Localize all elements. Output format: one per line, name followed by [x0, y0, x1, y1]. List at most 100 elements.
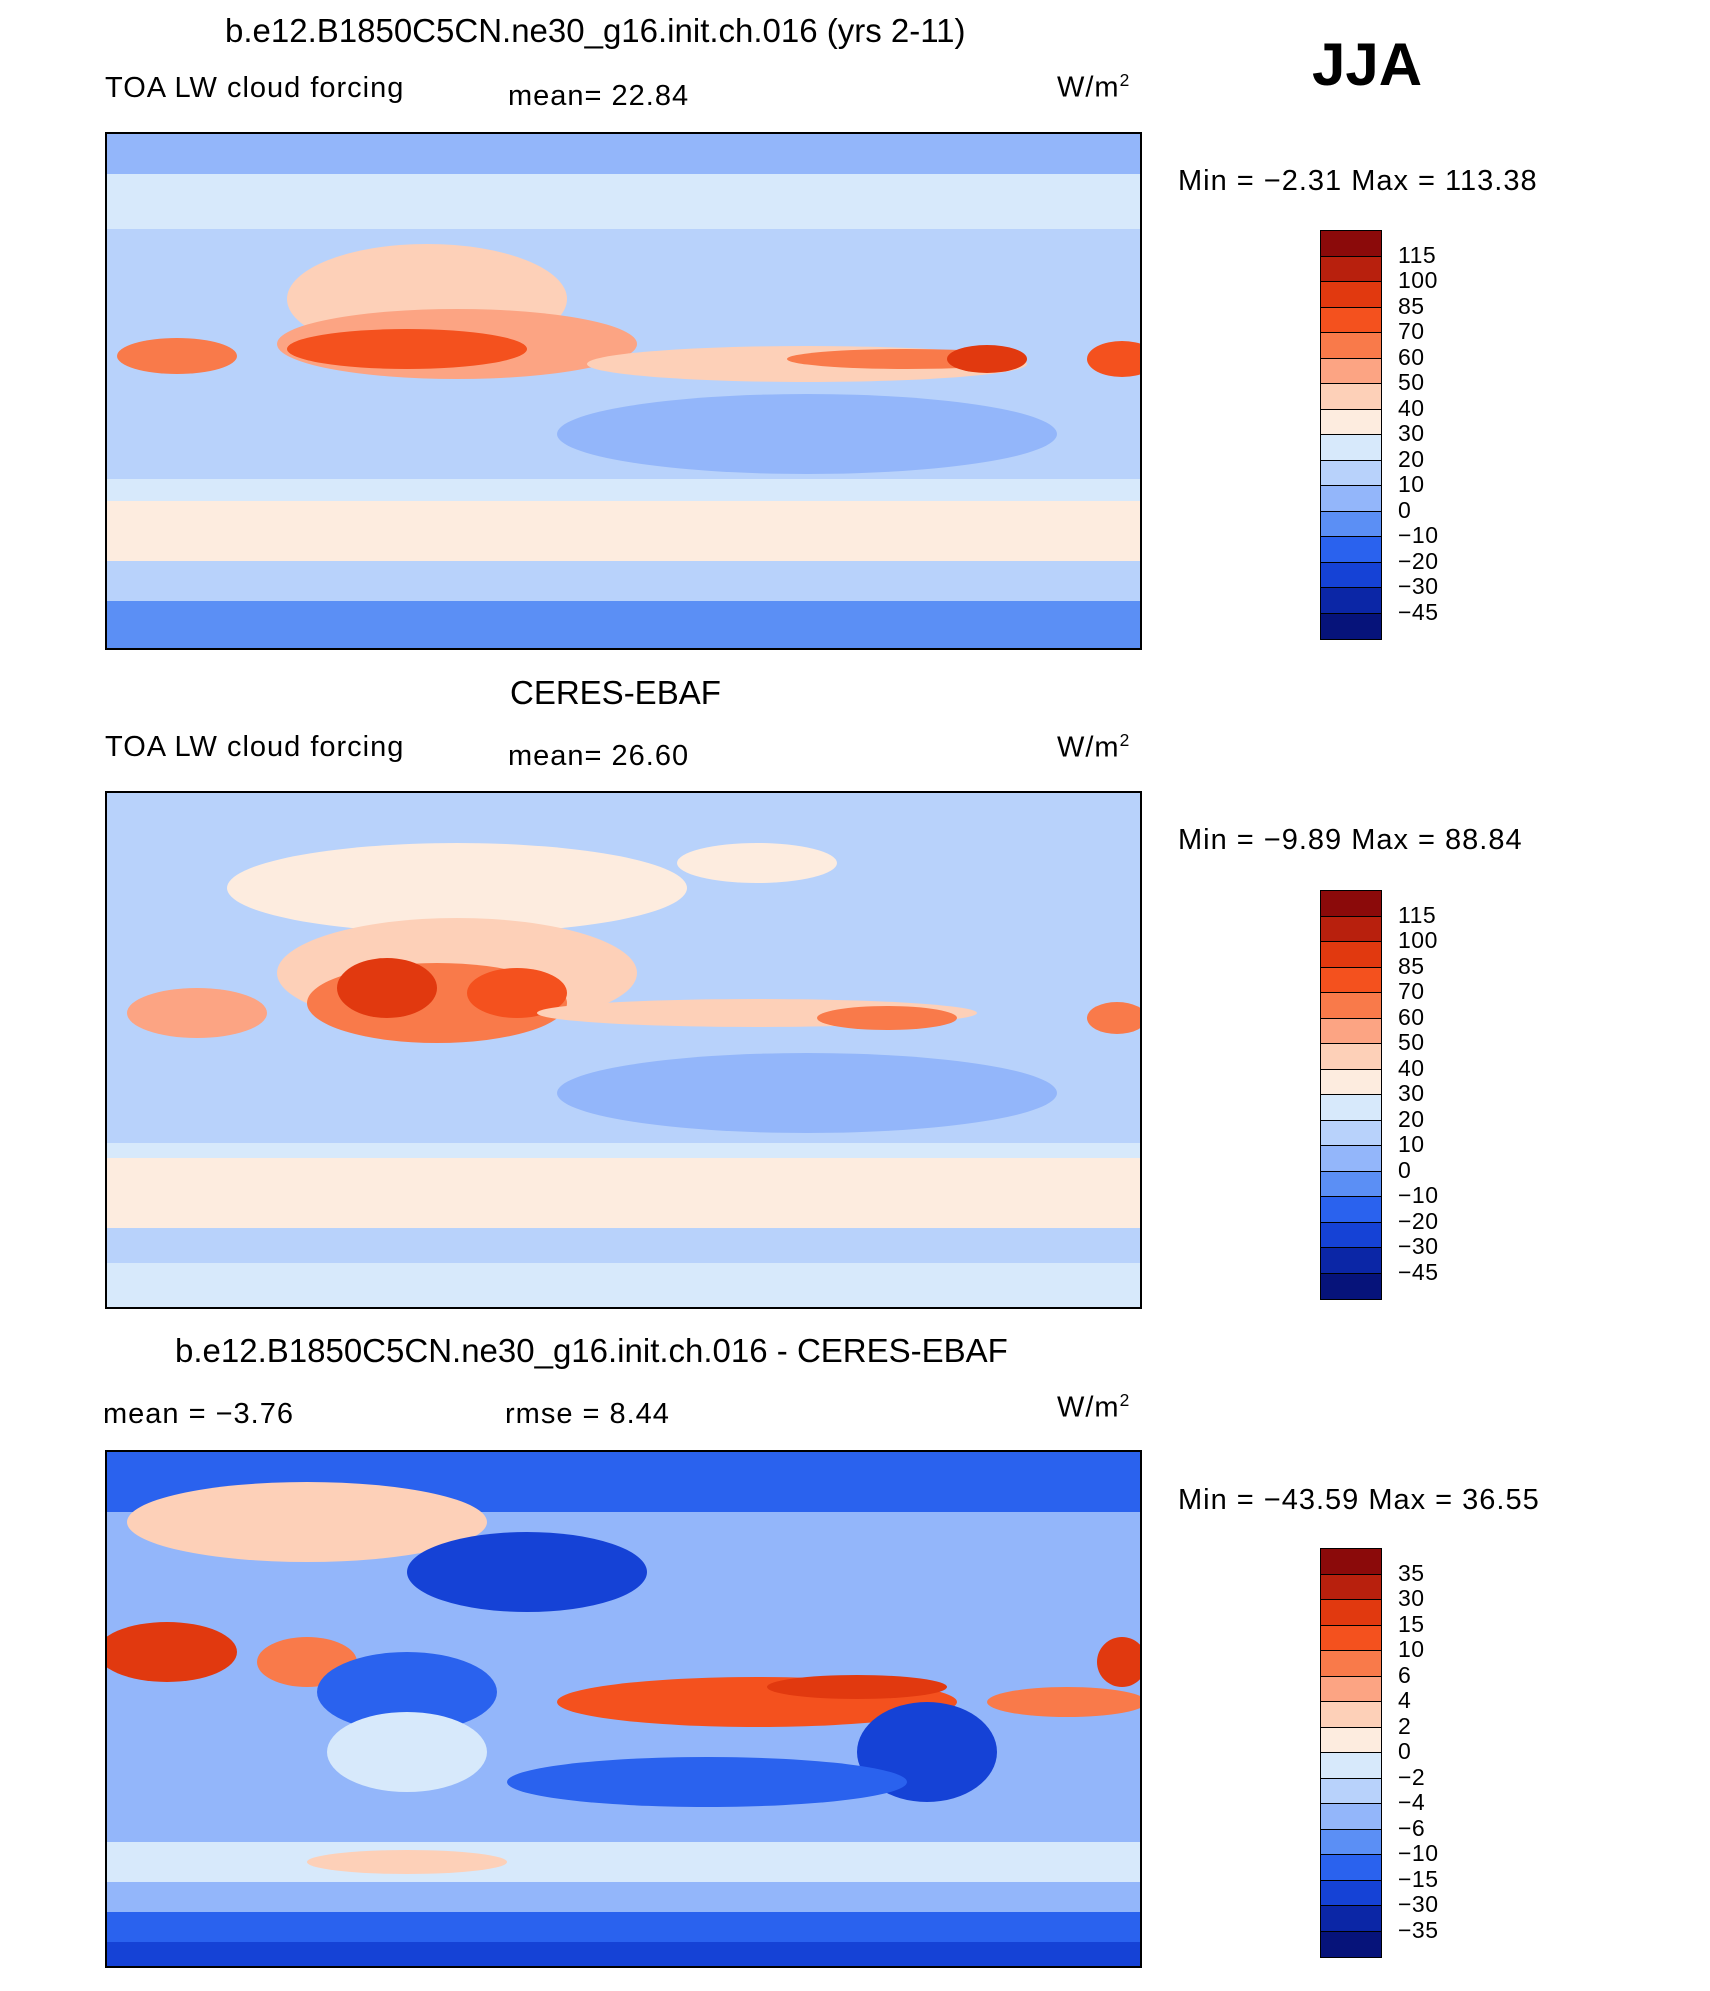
colorbar-tick-label: 15 [1398, 1610, 1425, 1637]
colorbar-bin [1321, 435, 1381, 461]
colorbar-bin [1321, 1146, 1381, 1172]
colorbar-tick-label: 0 [1398, 496, 1412, 523]
colorbar-bin [1321, 1574, 1381, 1600]
colorbar-tick-label: 115 [1398, 901, 1437, 928]
colorbar-bin [1321, 1625, 1381, 1651]
colorbar-bin [1321, 1880, 1381, 1906]
colorbar-tick-label: 0 [1398, 1738, 1412, 1764]
colorbar-tick-label: 85 [1398, 952, 1425, 979]
colorbar-bin [1321, 1702, 1381, 1728]
colorbar-tick-label: −10 [1398, 1840, 1439, 1866]
colorbar-tick-label: −20 [1398, 1207, 1439, 1234]
colorbar-tick-label: 10 [1398, 1636, 1425, 1662]
mean-label: mean= 22.84 [508, 80, 690, 112]
colorbar-bin [1321, 1600, 1381, 1626]
colorbar-tick-label: −30 [1398, 1891, 1439, 1917]
colorbar-tick-label: −45 [1398, 598, 1439, 625]
colorbar-bin [1321, 460, 1381, 486]
colorbar-bin [1321, 1676, 1381, 1702]
colorbar-bin [1321, 537, 1381, 563]
colorbar-bin [1321, 1069, 1381, 1095]
colorbar-tick-label: 60 [1398, 1003, 1425, 1030]
colorbar-tick-label: 70 [1398, 318, 1425, 344]
colorbar-tick-label: −30 [1398, 1233, 1439, 1259]
field-label: TOA LW cloud forcing [105, 731, 405, 763]
colorbar-tick-label: 30 [1398, 420, 1425, 446]
colorbar-bin [1321, 1727, 1381, 1753]
colorbar-bin [1321, 1095, 1381, 1121]
colorbar-tick-label: 30 [1398, 1585, 1425, 1611]
colorbar-bin [1321, 562, 1381, 588]
colorbar-bin [1321, 916, 1381, 942]
colorbar-tick-label: −6 [1398, 1814, 1426, 1841]
colorbar-tick-label: 50 [1398, 1029, 1425, 1055]
season-label: JJA [1312, 31, 1423, 98]
minmax-label: Min = −9.89 Max = 88.84 [1178, 824, 1523, 856]
colorbar-tick-label: 115 [1398, 241, 1437, 268]
colorbar-bin [1321, 967, 1381, 993]
colorbar-tick-label: 2 [1398, 1712, 1412, 1739]
rmse-label: rmse = 8.44 [505, 1398, 670, 1430]
colorbar-tick-label: 60 [1398, 343, 1425, 370]
colorbar-tick-label: −20 [1398, 547, 1439, 574]
colorbar-tick-label: 40 [1398, 394, 1425, 421]
colorbar-bin [1321, 1778, 1381, 1804]
panel-title: CERES-EBAF [510, 674, 721, 711]
colorbar-bin [1321, 1855, 1381, 1881]
colorbar-tick-label: 30 [1398, 1080, 1425, 1106]
colorbar-tick-label: 100 [1398, 267, 1438, 293]
colorbar-tick-label: −10 [1398, 1182, 1439, 1208]
colorbar-tick-label: −30 [1398, 573, 1439, 599]
colorbar [1320, 230, 1382, 640]
colorbar-bin [1321, 1197, 1381, 1223]
colorbar-bin [1321, 1248, 1381, 1274]
colorbar-tick-label: 20 [1398, 1105, 1425, 1132]
colorbar-bin [1321, 588, 1381, 614]
colorbar-tick-label: −10 [1398, 522, 1439, 548]
colorbar-tick-label: −4 [1398, 1789, 1426, 1815]
colorbar-bin [1321, 307, 1381, 333]
map-obs [105, 791, 1142, 1309]
mean-label: mean= 26.60 [508, 740, 690, 772]
colorbar-bin [1321, 333, 1381, 359]
colorbar-bin [1321, 993, 1381, 1019]
colorbar-tick-label: 35 [1398, 1559, 1425, 1586]
colorbar-bin [1321, 231, 1381, 257]
colorbar-tick-label: 40 [1398, 1054, 1425, 1081]
colorbar-bin [1321, 486, 1381, 512]
colorbar-bin [1321, 1120, 1381, 1146]
colorbar-tick-label: 4 [1398, 1687, 1412, 1713]
colorbar-tick-label: 6 [1398, 1661, 1412, 1688]
colorbar-bin [1321, 613, 1381, 639]
colorbar-bin [1321, 1273, 1381, 1299]
colorbar-bin [1321, 1549, 1381, 1575]
colorbar-tick-label: 70 [1398, 978, 1425, 1004]
colorbar-bin [1321, 1906, 1381, 1932]
colorbar-tick-label: 10 [1398, 1131, 1425, 1157]
colorbar-tick-label: −15 [1398, 1865, 1439, 1892]
units-label: W/m2 [1057, 730, 1131, 764]
colorbar-tick-label: −2 [1398, 1763, 1426, 1790]
units-label: W/m2 [1057, 1390, 1131, 1424]
colorbar-tick-label: 10 [1398, 471, 1425, 497]
colorbar-tick-label: −35 [1398, 1916, 1439, 1943]
minmax-label: Min = −43.59 Max = 36.55 [1178, 1484, 1540, 1516]
colorbar-bin [1321, 358, 1381, 384]
panel-title: b.e12.B1850C5CN.ne30_g16.init.ch.016 - C… [175, 1332, 1008, 1369]
colorbar-bin [1321, 1171, 1381, 1197]
colorbar-bin [1321, 1018, 1381, 1044]
colorbar-tick-label: 20 [1398, 445, 1425, 472]
colorbar-tick-label: −45 [1398, 1258, 1439, 1285]
colorbar-bin [1321, 1753, 1381, 1779]
colorbar-tick-label: 100 [1398, 927, 1438, 953]
colorbar-bin [1321, 511, 1381, 537]
colorbar-bin [1321, 942, 1381, 968]
colorbar-tick-label: 85 [1398, 292, 1425, 319]
field-label: TOA LW cloud forcing [105, 72, 405, 104]
map-model [105, 132, 1142, 650]
colorbar-tick-label: 50 [1398, 369, 1425, 395]
units-label: W/m2 [1057, 70, 1131, 104]
map-diff [105, 1450, 1142, 1968]
colorbar-tick-label: 0 [1398, 1156, 1412, 1183]
colorbar-bin [1321, 409, 1381, 435]
